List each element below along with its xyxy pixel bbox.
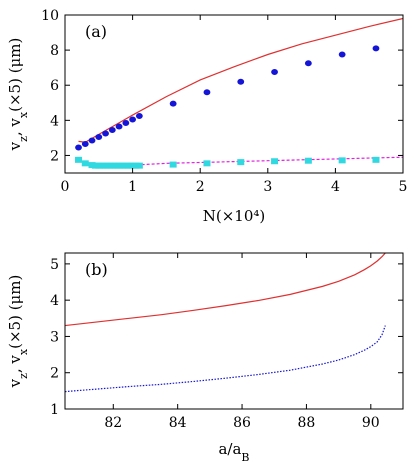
series-4-point	[304, 157, 312, 164]
y-tick-label: 4	[50, 293, 59, 309]
series-4-point	[203, 160, 211, 167]
series-2-point	[271, 69, 278, 76]
y-tick-label: 1	[50, 402, 59, 418]
series-4-point	[169, 161, 177, 168]
series-2-point	[338, 51, 346, 58]
x-tick-label: 84	[169, 415, 187, 431]
x-tick-label: 90	[362, 415, 380, 431]
series-4-point	[372, 156, 380, 163]
x-tick-label: 0	[61, 179, 70, 195]
x-tick-label: 82	[104, 415, 122, 431]
y-tick-label: 3	[50, 329, 59, 345]
panel-label: (a)	[85, 22, 107, 41]
panel-b: 82 84 86 88 90 1 2 3 4 5 (b) a/aB vz, vx(×5) (μm)	[6, 252, 404, 464]
x-tick-label: 4	[331, 179, 340, 195]
y-tick-label: 5	[50, 257, 59, 273]
series-4-point	[271, 158, 279, 165]
series-2-point	[115, 123, 123, 130]
x-tick-label: 5	[399, 179, 408, 195]
series-4-point	[135, 162, 143, 169]
x-axis-title: a/aB	[218, 440, 249, 464]
y-tick-label: 2	[50, 148, 59, 164]
x-tick-label: 86	[233, 415, 251, 431]
series-2-point	[95, 134, 103, 141]
y-tick-label: 2	[50, 366, 59, 382]
plot-frame	[64, 14, 404, 174]
series-2-point	[304, 60, 312, 67]
series-layer	[65, 253, 386, 393]
series-2-point	[135, 112, 143, 119]
x-tick-label: 2	[196, 179, 205, 195]
series-2-point	[203, 89, 211, 96]
series-2-point	[88, 137, 96, 144]
x-tick-label: 1	[128, 179, 137, 195]
series-2-point	[372, 45, 380, 52]
series-2-line	[65, 325, 386, 393]
plot-frame	[64, 252, 404, 410]
series-2-point	[108, 126, 116, 133]
series-4-point	[75, 156, 83, 163]
series-layer	[75, 17, 403, 169]
y-tick-label: 10	[41, 8, 59, 24]
series-4-point	[338, 157, 346, 164]
y-tick-label: 4	[50, 113, 59, 129]
y-axis-title: vz, vx(×5) (μm)	[6, 275, 30, 389]
series-1-line	[65, 253, 386, 327]
series-2-point	[122, 119, 130, 126]
series-2-point	[237, 78, 245, 85]
series-2-point	[75, 144, 82, 151]
panel-label: (b)	[85, 260, 108, 279]
y-axis-title: vz, vx(×5) (μm)	[6, 38, 30, 152]
x-tick-label: 88	[298, 415, 316, 431]
series-2-point	[81, 141, 89, 148]
y-tick-label: 8	[50, 43, 59, 59]
series-2-point	[129, 116, 137, 123]
series-4-point	[81, 160, 89, 167]
y-tick-label: 6	[50, 78, 59, 94]
series-2-point	[102, 130, 109, 137]
x-tick-label: 3	[263, 179, 272, 195]
x-axis-title: N(×10⁴)	[203, 207, 266, 225]
series-2-point	[169, 100, 177, 107]
series-4-point	[237, 159, 245, 166]
panel-a: 0 1 2 3 4 5 2 4 6 8 10 (a) N(×10⁴) vz, vx(×5) (μm)	[6, 8, 407, 225]
